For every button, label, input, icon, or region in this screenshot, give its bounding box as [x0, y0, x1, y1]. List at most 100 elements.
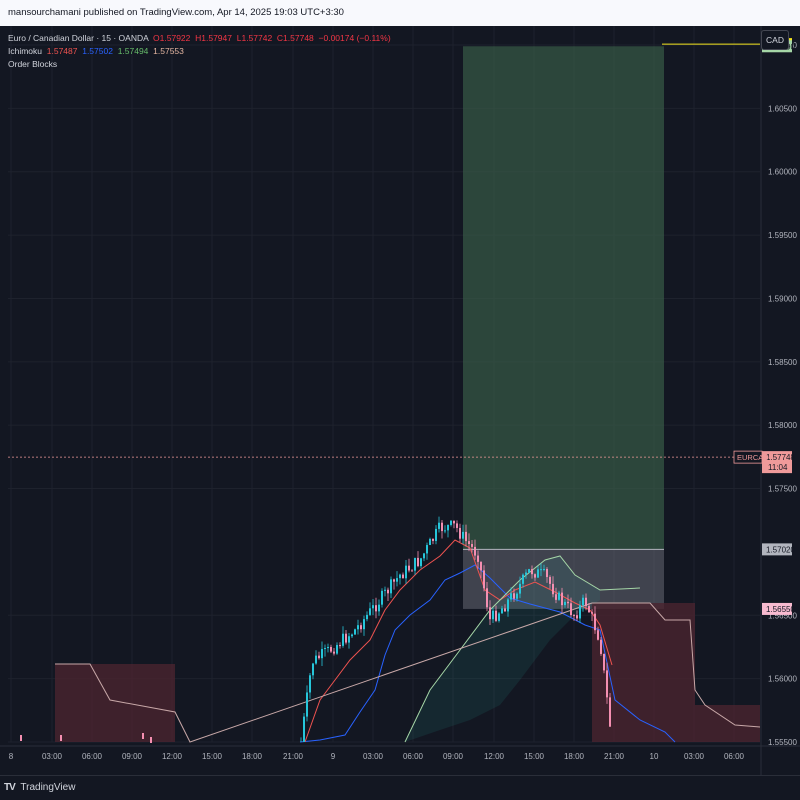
candle	[474, 539, 476, 560]
time-tick-label: 03:00	[684, 752, 705, 761]
candle-body	[447, 524, 449, 531]
candle	[417, 551, 419, 568]
candle-body	[528, 569, 530, 573]
candle-body	[492, 610, 494, 620]
candle	[20, 735, 22, 741]
candle-body	[564, 601, 566, 606]
candle	[489, 600, 491, 625]
candle	[513, 588, 515, 602]
candle-body	[534, 574, 536, 578]
candle-body	[549, 577, 551, 584]
stop-zone	[463, 549, 664, 609]
price-label: 1.56550	[762, 602, 795, 615]
candle-body	[468, 541, 470, 545]
publisher-bar: mansourchamani published on TradingView.…	[0, 0, 800, 26]
candle	[360, 622, 362, 633]
candle	[558, 590, 560, 601]
candle	[501, 605, 503, 614]
candle-body	[558, 592, 560, 600]
ichimoku-label[interactable]: Ichimoku	[8, 46, 43, 56]
candle	[471, 540, 473, 553]
candle-body	[20, 735, 22, 741]
candle-body	[366, 614, 368, 620]
candle	[528, 568, 530, 573]
currency-button[interactable]: CAD	[761, 30, 789, 50]
candle-body	[561, 592, 563, 606]
candle	[570, 597, 572, 618]
candle-body	[486, 588, 488, 608]
candle-body	[477, 555, 479, 562]
candle	[345, 629, 347, 645]
candle-body	[336, 645, 338, 654]
candle	[318, 651, 320, 660]
candle	[606, 662, 608, 704]
price-label-bg	[762, 543, 792, 556]
candle-body	[498, 613, 500, 621]
candle	[303, 713, 305, 742]
candle	[516, 592, 518, 602]
ichimoku-base-line	[299, 564, 676, 743]
price-tick-label: 1.60500	[768, 104, 797, 113]
candle	[414, 557, 416, 575]
footer-brand[interactable]: TradingView	[20, 782, 76, 793]
candle-body	[525, 572, 527, 575]
candle	[441, 520, 443, 539]
candle-body	[594, 613, 596, 631]
candle-body	[396, 578, 398, 582]
candle-body	[381, 590, 383, 605]
candle	[142, 733, 144, 739]
price-tick-label: 1.55500	[768, 738, 797, 747]
candle-body	[483, 570, 485, 589]
candle	[411, 569, 413, 572]
candle	[357, 619, 359, 635]
candle-body	[519, 583, 521, 594]
candle-body	[531, 569, 533, 575]
time-tick-label: 06:00	[403, 752, 424, 761]
candle-body	[501, 608, 503, 614]
candle	[519, 576, 521, 599]
candle	[462, 524, 464, 544]
candle-body	[453, 520, 455, 524]
ichimoku-span-b	[55, 602, 761, 743]
indicators	[55, 539, 761, 743]
candle-body	[471, 544, 473, 547]
candle	[390, 576, 392, 599]
time-tick-label: 12:00	[484, 752, 505, 761]
candle-body	[570, 603, 572, 616]
ohlc-close: C1.57748	[276, 33, 314, 43]
candle	[60, 735, 62, 741]
candle-body	[540, 569, 542, 571]
candle-body	[150, 737, 152, 743]
candle-body	[597, 630, 599, 640]
candle	[330, 644, 332, 653]
candle	[342, 626, 344, 648]
candle-body	[480, 561, 482, 571]
ohlc-open: O1.57922	[153, 33, 191, 43]
candle	[306, 685, 308, 722]
time-tick-label: 21:00	[283, 752, 304, 761]
candle	[348, 633, 350, 649]
time-tick-label: 03:00	[363, 752, 384, 761]
time-tick-label: 12:00	[162, 752, 183, 761]
chart-legend: Euro / Canadian Dollar · 15 · OANDA O1.5…	[8, 32, 391, 71]
candle	[321, 641, 323, 666]
candle	[555, 587, 557, 604]
candle-body	[357, 625, 359, 630]
candles	[20, 516, 611, 743]
price-tick-label: 1.60000	[768, 168, 797, 177]
candle-body	[408, 565, 410, 571]
candle	[468, 533, 470, 552]
candle	[432, 538, 434, 545]
time-tick-label: 09:00	[443, 752, 464, 761]
symbol-title[interactable]: Euro / Canadian Dollar · 15 · OANDA	[8, 33, 149, 43]
publisher-text: mansourchamani published on TradingView.…	[8, 7, 344, 18]
order-blocks-label[interactable]: Order Blocks	[8, 59, 58, 69]
ohlc-high: H1.57947	[195, 33, 232, 43]
price-tick-label: 1.56500	[768, 611, 797, 620]
candle-body	[351, 634, 353, 637]
candle-body	[429, 538, 431, 546]
candle	[378, 599, 380, 616]
ichimoku-conversion-line	[304, 539, 613, 743]
